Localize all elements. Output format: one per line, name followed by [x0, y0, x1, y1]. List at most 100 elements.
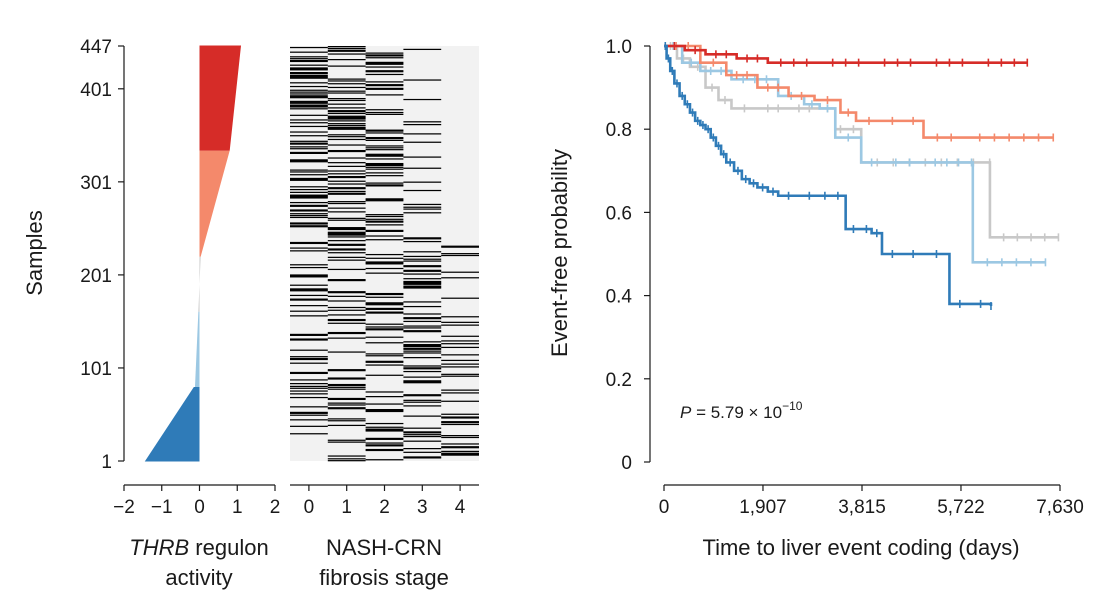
- fibrosis-cell: [403, 278, 442, 280]
- fibrosis-cell: [403, 399, 442, 401]
- fibrosis-cell: [365, 163, 404, 166]
- fibrosis-cell: [290, 433, 328, 435]
- fibrosis-cell: [327, 337, 366, 339]
- fibrosis-cell: [441, 389, 479, 391]
- fibrosis-cell: [365, 111, 404, 114]
- fibrosis-cell: [290, 412, 328, 414]
- fibrosis-cell: [327, 227, 366, 229]
- fibrosis-cell: [290, 69, 328, 71]
- fibrosis-cell: [441, 421, 479, 423]
- fibrosis-cell: [290, 100, 328, 103]
- fibrosis-cell: [327, 318, 366, 321]
- fibrosis-cell: [327, 441, 366, 443]
- fibrosis-cell: [327, 183, 366, 185]
- fibrosis-cell: [290, 223, 328, 225]
- fibrosis-cell: [365, 70, 404, 72]
- fibrosis-cell: [365, 129, 404, 131]
- fibrosis-cell: [327, 157, 366, 159]
- fibrosis-cell: [365, 145, 404, 147]
- fibrosis-cell: [441, 363, 479, 365]
- fibrosis-cell: [403, 381, 442, 383]
- fibrosis-cell: [365, 449, 404, 452]
- fibrosis-cell: [365, 218, 404, 220]
- fibrosis-cell: [403, 237, 442, 239]
- fibrosis-cell: [441, 450, 479, 453]
- fibrosis-cell: [403, 331, 442, 333]
- fibrosis-cell: [365, 139, 404, 141]
- regulon-label-word: regulon: [189, 535, 269, 560]
- fibrosis-cell: [290, 191, 328, 193]
- fibrosis-cell: [365, 410, 404, 413]
- fibrosis-cell: [327, 136, 366, 138]
- fibrosis-cell: [290, 310, 328, 312]
- survival-x-tick-label: 1,907: [739, 497, 787, 518]
- fibrosis-cell: [290, 188, 328, 191]
- fibrosis-cell: [403, 367, 442, 369]
- fibrosis-cell: [327, 97, 366, 100]
- fibrosis-cell: [403, 434, 442, 436]
- regulon-activity-panel: 1 101 201 301 401 447 −2 −1 0 1 2 Samples THRB re…: [22, 37, 280, 590]
- fibrosis-cell: [327, 144, 366, 146]
- fibrosis-cell: [327, 202, 366, 205]
- fibrosis-cell: [290, 284, 328, 286]
- fibrosis-cell: [327, 397, 366, 400]
- fibrosis-cell: [290, 213, 328, 215]
- fibrosis-cell: [365, 172, 404, 174]
- fibrosis-cell: [327, 248, 366, 250]
- fibrosis-cell: [365, 239, 404, 241]
- fibrosis-cell: [327, 244, 366, 246]
- fibrosis-cell: [290, 205, 328, 207]
- fibrosis-cell: [327, 228, 366, 231]
- survival-x-tick-label: 5,722: [937, 497, 985, 518]
- fibrosis-cell: [327, 107, 366, 109]
- regulon-label-gene: THRB: [129, 535, 189, 560]
- fibrosis-cell: [441, 422, 479, 424]
- fibrosis-cell: [403, 156, 442, 158]
- fibrosis-cell: [403, 432, 442, 434]
- fibrosis-cell: [327, 332, 366, 335]
- fibrosis-cell: [327, 377, 366, 379]
- fibrosis-cell: [365, 55, 404, 57]
- fibrosis-cell: [290, 362, 328, 364]
- fibrosis-cell: [403, 48, 442, 51]
- fibrosis-cell: [441, 340, 479, 342]
- fibrosis-cell: [290, 146, 328, 148]
- fibrosis-cell: [290, 174, 328, 176]
- fibrosis-cell: [365, 428, 404, 430]
- fibrosis-cell: [327, 90, 366, 92]
- fibrosis-cell: [290, 315, 328, 317]
- fibrosis-cell: [365, 153, 404, 155]
- fibrosis-cell: [403, 320, 442, 323]
- fibrosis-cell: [403, 301, 442, 303]
- fibrosis-cell: [290, 74, 328, 77]
- fibrosis-cell: [403, 255, 442, 258]
- fibrosis-cell: [365, 329, 404, 331]
- fibrosis-cell: [441, 436, 479, 439]
- fibrosis-cell: [327, 99, 366, 102]
- fibrosis-cell: [403, 376, 442, 378]
- fibrosis-cell: [403, 401, 442, 403]
- fibrosis-cell: [290, 93, 328, 95]
- regulon-bars: [144, 45, 242, 462]
- fibrosis-cell: [403, 394, 442, 396]
- fibrosis-cell: [290, 275, 328, 277]
- fibrosis-cell: [327, 252, 366, 254]
- fibrosis-cell: [290, 152, 328, 154]
- fibrosis-cell: [365, 360, 404, 362]
- fibrosis-cell: [365, 175, 404, 177]
- fibrosis-cell: [327, 128, 366, 130]
- regulon-y-axis-label: Samples: [22, 210, 47, 296]
- fibrosis-cell: [327, 322, 366, 324]
- fibrosis-cell: [290, 194, 328, 196]
- fibrosis-cell: [365, 57, 404, 59]
- fibrosis-cell: [441, 416, 479, 418]
- fibrosis-cell: [365, 214, 404, 216]
- fibrosis-cell: [365, 73, 404, 76]
- fibrosis-cell: [327, 83, 366, 85]
- survival-x-ticks: 0 1,907 3,815 5,722 7,630: [659, 485, 1084, 518]
- regulon-x-tick-label: −1: [151, 497, 173, 518]
- regulon-x-tick-label: −2: [113, 497, 135, 518]
- fibrosis-cell: [365, 391, 404, 393]
- fibrosis-cell: [327, 123, 366, 125]
- fibrosis-cell: [290, 357, 328, 360]
